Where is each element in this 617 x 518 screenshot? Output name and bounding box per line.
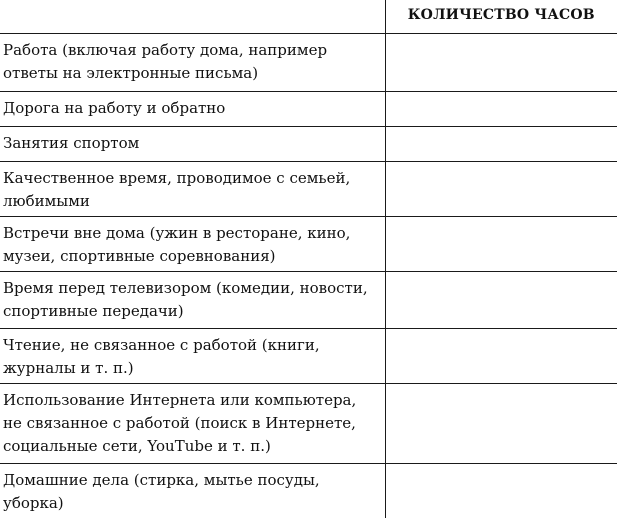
activity-label: Домашние дела (стирка, мытье посуды, убо… — [3, 470, 320, 512]
activity-label: Работа (включая работу дома, например от… — [3, 40, 328, 82]
table-row: Качественное время, проводимое с семьей,… — [0, 161, 617, 216]
header-hours-label: КОЛИЧЕСТВО ЧАСОВ — [384, 0, 617, 33]
activity-label: Использование Интернета или компьютера, … — [3, 390, 357, 455]
table-row: Работа (включая работу дома, например от… — [0, 33, 617, 91]
table-row: Встречи вне дома (ужин в ресторане, кино… — [0, 216, 617, 271]
hours-cell — [384, 161, 617, 216]
activity-label: Дорога на работу и обратно — [3, 98, 226, 117]
hours-cell — [384, 383, 617, 463]
hours-cell — [384, 91, 617, 126]
hours-cell — [384, 33, 617, 91]
table-row: Чтение, не связанное с работой (книги, ж… — [0, 328, 617, 383]
hours-cell — [384, 463, 617, 518]
table-row: Использование Интернета или компьютера, … — [0, 383, 617, 463]
activity-label: Качественное время, проводимое с семьей,… — [3, 168, 351, 210]
activity-label: Занятия спортом — [3, 133, 140, 152]
table-row: Занятия спортом — [0, 126, 617, 161]
activity-label: Время перед телевизором (комедии, новост… — [3, 278, 368, 320]
table-row: Время перед телевизором (комедии, новост… — [0, 271, 617, 328]
table-header-row: КОЛИЧЕСТВО ЧАСОВ — [0, 0, 617, 33]
activity-label: Чтение, не связанное с работой (книги, ж… — [3, 335, 320, 377]
table-row: Домашние дела (стирка, мытье посуды, убо… — [0, 463, 617, 518]
hours-cell — [384, 216, 617, 271]
hours-cell — [384, 328, 617, 383]
header-activity-cell — [0, 0, 385, 33]
activity-label: Встречи вне дома (ужин в ресторане, кино… — [3, 223, 351, 265]
hours-cell — [384, 126, 617, 161]
table-row: Дорога на работу и обратно — [0, 91, 617, 126]
hours-cell — [384, 271, 617, 328]
